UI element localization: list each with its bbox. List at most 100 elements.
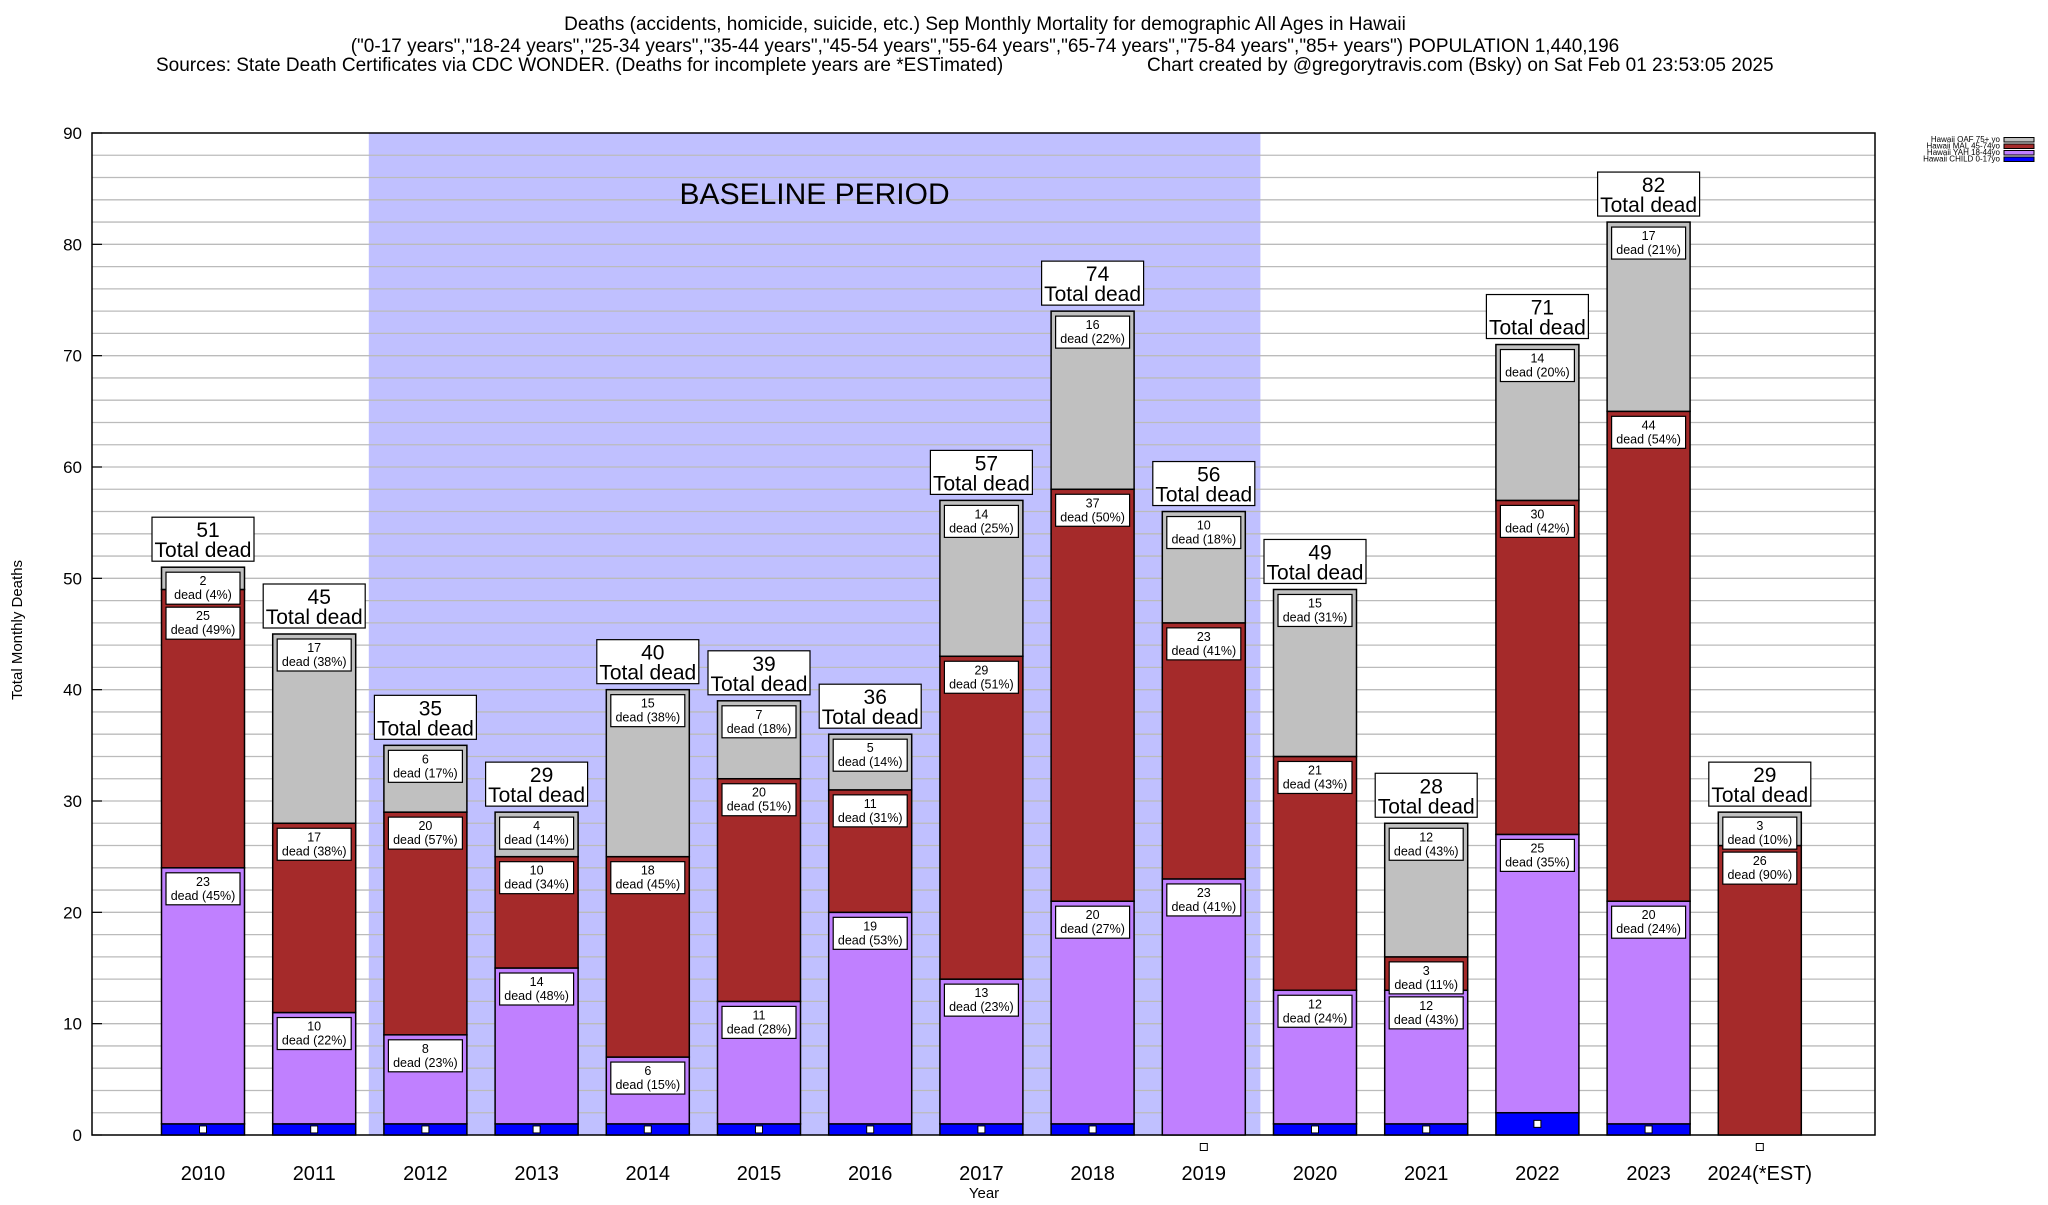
child-value-marker <box>755 1125 763 1134</box>
total-label-box <box>1708 761 1812 807</box>
segment-label-box <box>165 606 241 640</box>
child-value-marker <box>1311 1125 1319 1134</box>
child-value-marker <box>977 1125 986 1134</box>
x-tick-label: 2010 <box>181 1163 226 1185</box>
total-label-text: Total dead <box>1711 784 1808 807</box>
child-value-marker <box>866 1125 875 1134</box>
segment-label-count: 13 <box>974 986 988 1000</box>
segment-label-box <box>1166 515 1242 550</box>
child-value-marker <box>643 1125 652 1134</box>
segment-label-box <box>1388 996 1464 1030</box>
child-value-marker <box>1533 1119 1542 1128</box>
segment-label-count: 7 <box>756 708 763 722</box>
segment-label-percent: dead (25%) <box>949 521 1014 535</box>
total-label-box <box>1485 293 1590 340</box>
segment-label-count: 8 <box>422 1042 429 1056</box>
segment-label-box <box>1722 851 1798 885</box>
x-tick-label: 2021 <box>1404 1163 1449 1185</box>
segment-label-percent: dead (17%) <box>393 766 458 780</box>
segment-label-percent: dead (48%) <box>504 989 569 1003</box>
segment-label-percent: dead (38%) <box>615 711 680 725</box>
segment-label-percent: dead (34%) <box>504 878 569 892</box>
segment-label-box <box>1610 415 1687 449</box>
segment-label-percent: dead (49%) <box>171 623 236 637</box>
segment-label-percent: dead (51%) <box>949 677 1014 691</box>
bar-segment-hawaii-mal-45-74yo <box>939 655 1024 980</box>
segment-label-box <box>499 972 575 1006</box>
segment-label-box <box>1499 838 1576 873</box>
segment-label-box <box>610 694 686 728</box>
child-value-marker <box>421 1125 430 1134</box>
legend-label: Hawaii CHILD 0-17yo <box>1923 155 2000 164</box>
total-label-count: 57 <box>975 452 998 475</box>
total-label-text: Total dead <box>1378 795 1475 818</box>
child-value-marker <box>532 1125 541 1134</box>
legend-swatch <box>2003 156 2035 162</box>
x-tick-label: 2018 <box>1070 1163 1115 1185</box>
total-label-box <box>1152 460 1256 507</box>
segment-label-count: 14 <box>1530 352 1544 366</box>
y-tick-label: 70 <box>63 347 82 366</box>
segment-label-count: 3 <box>1756 819 1763 833</box>
segment-label-count: 2 <box>200 574 207 588</box>
segment-label-box <box>499 861 575 895</box>
segment-label-count: 12 <box>1419 999 1433 1013</box>
segment-label-percent: dead (41%) <box>1171 900 1236 914</box>
total-label-text: Total dead <box>155 539 252 562</box>
segment-label-box <box>1610 226 1687 260</box>
total-label-text: Total dead <box>933 472 1030 495</box>
total-label-box <box>262 583 366 629</box>
total-label-count: 28 <box>1420 775 1443 798</box>
segment-label-count: 6 <box>644 1064 651 1078</box>
segment-label-box <box>943 983 1020 1017</box>
x-tick-label: 2023 <box>1626 1163 1671 1185</box>
segment-label-box <box>1054 905 1131 939</box>
segment-label-count: 21 <box>1308 763 1322 777</box>
title-line-1: Deaths (accidents, homicide, suicide, et… <box>564 14 1406 35</box>
total-label-box <box>707 650 811 696</box>
segment-label-percent: dead (35%) <box>1505 855 1570 869</box>
segment-label-count: 12 <box>1419 830 1433 844</box>
bar-segment-hawaii-mal-45-74yo <box>1717 844 1803 1136</box>
y-tick-label: 60 <box>63 458 82 477</box>
y-tick-label: 80 <box>63 235 82 254</box>
segment-label-box <box>1054 493 1131 527</box>
segment-label-percent: dead (57%) <box>393 833 458 847</box>
bar-segment-hawaii-mal-45-74yo <box>1272 755 1358 992</box>
total-label-count: 56 <box>1197 464 1220 487</box>
segment-label-percent: dead (43%) <box>1394 1013 1459 1027</box>
segment-label-percent: dead (11%) <box>1394 978 1458 992</box>
title-line-2: ("0-17 years","18-24 years","25-34 years… <box>351 36 1620 57</box>
segment-label-box <box>1388 827 1464 861</box>
total-label-box <box>929 449 1034 495</box>
total-label-count: 51 <box>196 519 219 542</box>
segment-label-box <box>276 1016 352 1051</box>
segment-label-percent: dead (31%) <box>838 811 903 825</box>
segment-label-box <box>1388 961 1464 995</box>
child-value-marker <box>310 1125 319 1134</box>
segment-label-box <box>1722 816 1798 850</box>
total-label-text: Total dead <box>488 784 585 807</box>
total-label-text: Total dead <box>377 717 474 740</box>
total-label-count: 45 <box>308 586 331 609</box>
segment-label-count: 25 <box>196 609 210 623</box>
total-label-count: 49 <box>1308 541 1331 564</box>
segment-label-count: 17 <box>307 641 321 655</box>
segment-label-count: 29 <box>974 663 988 677</box>
segment-label-count: 26 <box>1753 854 1767 868</box>
total-label-text: Total dead <box>1155 484 1252 507</box>
x-tick-label: 2016 <box>848 1163 893 1185</box>
credit-text: Chart created by @gregorytravis.com (Bsk… <box>1147 55 1774 76</box>
segment-label-box <box>832 794 908 828</box>
segment-label-count: 18 <box>641 864 655 878</box>
segment-label-box <box>721 783 797 817</box>
child-value-marker <box>199 1125 207 1134</box>
segment-label-percent: dead (22%) <box>282 1034 347 1048</box>
segment-label-count: 30 <box>1530 507 1544 521</box>
segment-label-percent: dead (22%) <box>1060 332 1125 346</box>
